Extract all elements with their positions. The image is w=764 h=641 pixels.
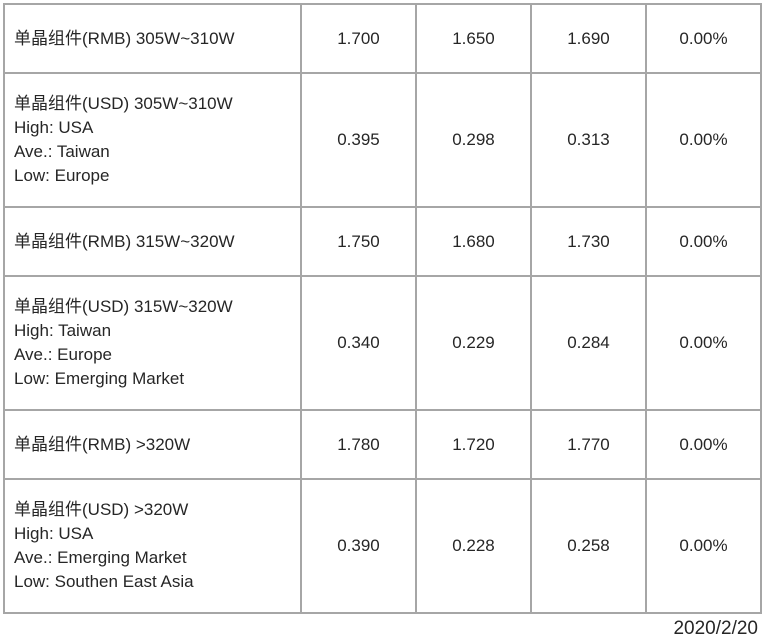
price-value-cell: 1.690 <box>530 3 647 74</box>
price-value-cell: 1.720 <box>415 409 532 480</box>
product-label-cell: 单晶组件(USD) >320W High: USA Ave.: Emerging M… <box>3 478 302 614</box>
price-value-cell: 0.298 <box>415 72 532 208</box>
price-table-body: 单晶组件(RMB) 305W~310W 1.700 1.650 1.690 0.… <box>3 3 762 614</box>
region-note: High: USA <box>14 118 94 137</box>
table-row: 单晶组件(USD) >320W High: USA Ave.: Emerging M… <box>3 478 762 614</box>
product-label-cell: 单晶组件(RMB) 315W~320W <box>3 206 302 277</box>
price-value-cell: 1.730 <box>530 206 647 277</box>
table-row: 单晶组件(RMB) >320W 1.780 1.720 1.770 0.00% <box>3 409 762 480</box>
table-row: 单晶组件(USD) 315W~320W High: Taiwan Ave.: Eur… <box>3 275 762 411</box>
price-value-cell: 0.228 <box>415 478 532 614</box>
product-name: 单晶组件(USD) 305W~310W <box>14 94 233 113</box>
price-value-cell: 0.395 <box>300 72 417 208</box>
region-note: High: Taiwan <box>14 321 112 340</box>
product-label-cell: 单晶组件(RMB) 305W~310W <box>3 3 302 74</box>
price-value-cell: 0.229 <box>415 275 532 411</box>
price-value-cell: 1.770 <box>530 409 647 480</box>
change-percent-cell: 0.00% <box>645 206 762 277</box>
region-note: High: USA <box>14 524 94 543</box>
price-value-cell: 1.780 <box>300 409 417 480</box>
region-note: Low: Southen East Asia <box>14 572 194 591</box>
product-label-cell: 单晶组件(USD) 315W~320W High: Taiwan Ave.: Eur… <box>3 275 302 411</box>
price-value-cell: 0.313 <box>530 72 647 208</box>
region-note: Ave.: Europe <box>14 345 112 364</box>
price-value-cell: 0.390 <box>300 478 417 614</box>
change-percent-cell: 0.00% <box>645 409 762 480</box>
change-percent-cell: 0.00% <box>645 3 762 74</box>
price-value-cell: 0.340 <box>300 275 417 411</box>
price-value-cell: 1.750 <box>300 206 417 277</box>
region-note: Ave.: Emerging Market <box>14 548 187 567</box>
region-note: Low: Emerging Market <box>14 369 185 388</box>
change-percent-cell: 0.00% <box>645 275 762 411</box>
price-value-cell: 0.258 <box>530 478 647 614</box>
product-name: 单晶组件(USD) >320W <box>14 500 189 519</box>
table-row: 单晶组件(RMB) 305W~310W 1.700 1.650 1.690 0.… <box>3 3 762 74</box>
table-row: 单晶组件(USD) 305W~310W High: USA Ave.: Taiwan… <box>3 72 762 208</box>
price-value-cell: 1.700 <box>300 3 417 74</box>
price-value-cell: 1.650 <box>415 3 532 74</box>
region-note: Ave.: Taiwan <box>14 142 110 161</box>
change-percent-cell: 0.00% <box>645 72 762 208</box>
price-value-cell: 0.284 <box>530 275 647 411</box>
product-name: 单晶组件(USD) 315W~320W <box>14 297 233 316</box>
table-row: 单晶组件(RMB) 315W~320W 1.750 1.680 1.730 0.… <box>3 206 762 277</box>
region-note: Low: Europe <box>14 166 110 185</box>
module-price-report: 单晶组件(RMB) 305W~310W 1.700 1.650 1.690 0.… <box>3 3 762 639</box>
report-date: 2020/2/20 <box>673 618 758 639</box>
change-percent-cell: 0.00% <box>645 478 762 614</box>
product-label-cell: 单晶组件(USD) 305W~310W High: USA Ave.: Taiwan… <box>3 72 302 208</box>
price-value-cell: 1.680 <box>415 206 532 277</box>
product-name: 单晶组件(RMB) 315W~320W <box>14 231 235 251</box>
product-name: 单晶组件(RMB) >320W <box>14 434 191 454</box>
module-price-table: 单晶组件(RMB) 305W~310W 1.700 1.650 1.690 0.… <box>3 3 762 614</box>
product-name: 单晶组件(RMB) 305W~310W <box>14 28 235 48</box>
product-label-cell: 单晶组件(RMB) >320W <box>3 409 302 480</box>
